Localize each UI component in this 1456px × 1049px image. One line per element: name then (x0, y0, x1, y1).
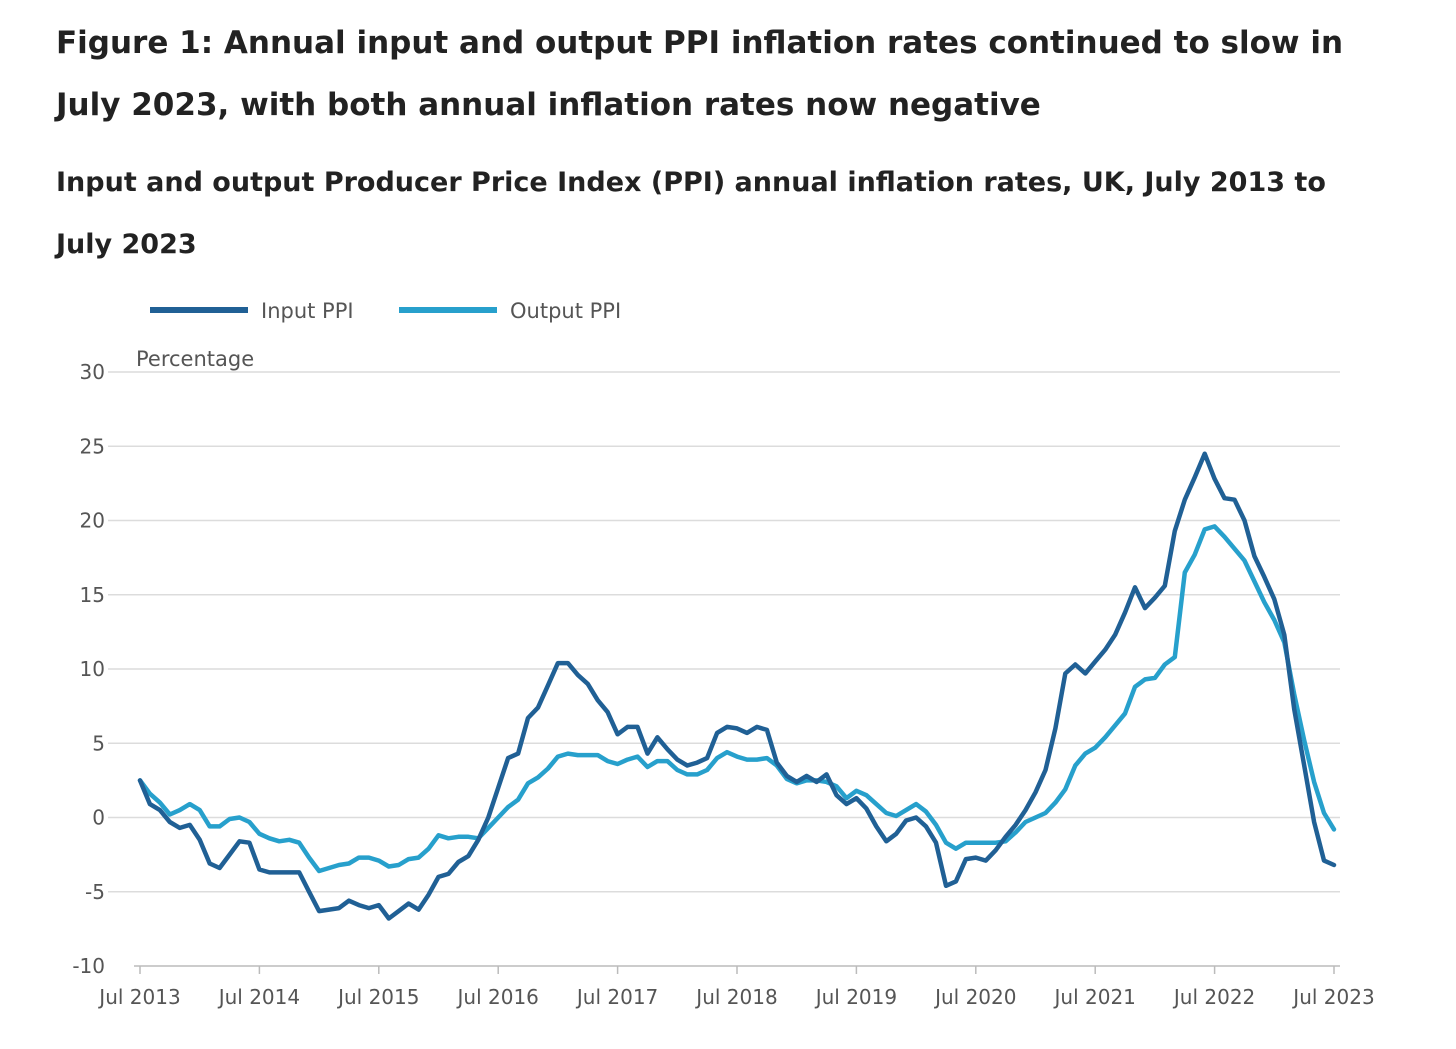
y-axis-ticks: 30 25 20 15 10 5 0 -5 -10 (72, 360, 105, 978)
y-tick-label: -10 (72, 954, 105, 978)
figure-title: Figure 1: Annual input and output PPI in… (56, 25, 1344, 123)
x-tick-label: Jul 2014 (217, 985, 300, 1009)
y-tick-label: 20 (80, 509, 105, 533)
x-tick-label: Jul 2013 (97, 985, 180, 1009)
gridlines (108, 371, 1340, 893)
series-lines (137, 451, 1337, 921)
legend-label: Output PPI (510, 299, 621, 323)
x-tick-label: Jul 2015 (336, 985, 419, 1009)
x-tick-label: Jul 2017 (575, 985, 658, 1009)
legend-item-output-ppi: Output PPI (399, 299, 621, 323)
y-tick-label: 0 (92, 806, 105, 830)
x-tick-label: Jul 2021 (1053, 985, 1136, 1009)
series-line-input-ppi (137, 451, 1337, 921)
y-tick-label: 25 (80, 434, 105, 458)
series-line-output-ppi (137, 524, 1337, 874)
y-tick-label: 30 (80, 360, 105, 384)
x-tick-label: Jul 2020 (933, 985, 1016, 1009)
y-tick-label: 15 (80, 583, 105, 607)
y-tick-label: 5 (92, 731, 105, 755)
legend-label: Input PPI (261, 299, 354, 323)
x-tick-label: Jul 2016 (456, 985, 539, 1009)
x-tick-label: Jul 2018 (694, 985, 777, 1009)
y-axis-label: Percentage (136, 347, 254, 371)
x-axis-ticks: Jul 2013 Jul 2014 Jul 2015 Jul 2016 Jul 2017… (97, 965, 1375, 1009)
legend: Input PPI Output PPI (150, 299, 621, 323)
x-tick-label: Jul 2022 (1172, 985, 1255, 1009)
x-tick-label: Jul 2019 (814, 985, 897, 1009)
legend-item-input-ppi: Input PPI (150, 299, 354, 323)
y-tick-label: 10 (80, 657, 105, 681)
x-tick-label: Jul 2023 (1291, 985, 1374, 1009)
figure-subtitle: Input and output Producer Price Index (P… (56, 167, 1326, 260)
y-tick-label: -5 (85, 880, 105, 904)
